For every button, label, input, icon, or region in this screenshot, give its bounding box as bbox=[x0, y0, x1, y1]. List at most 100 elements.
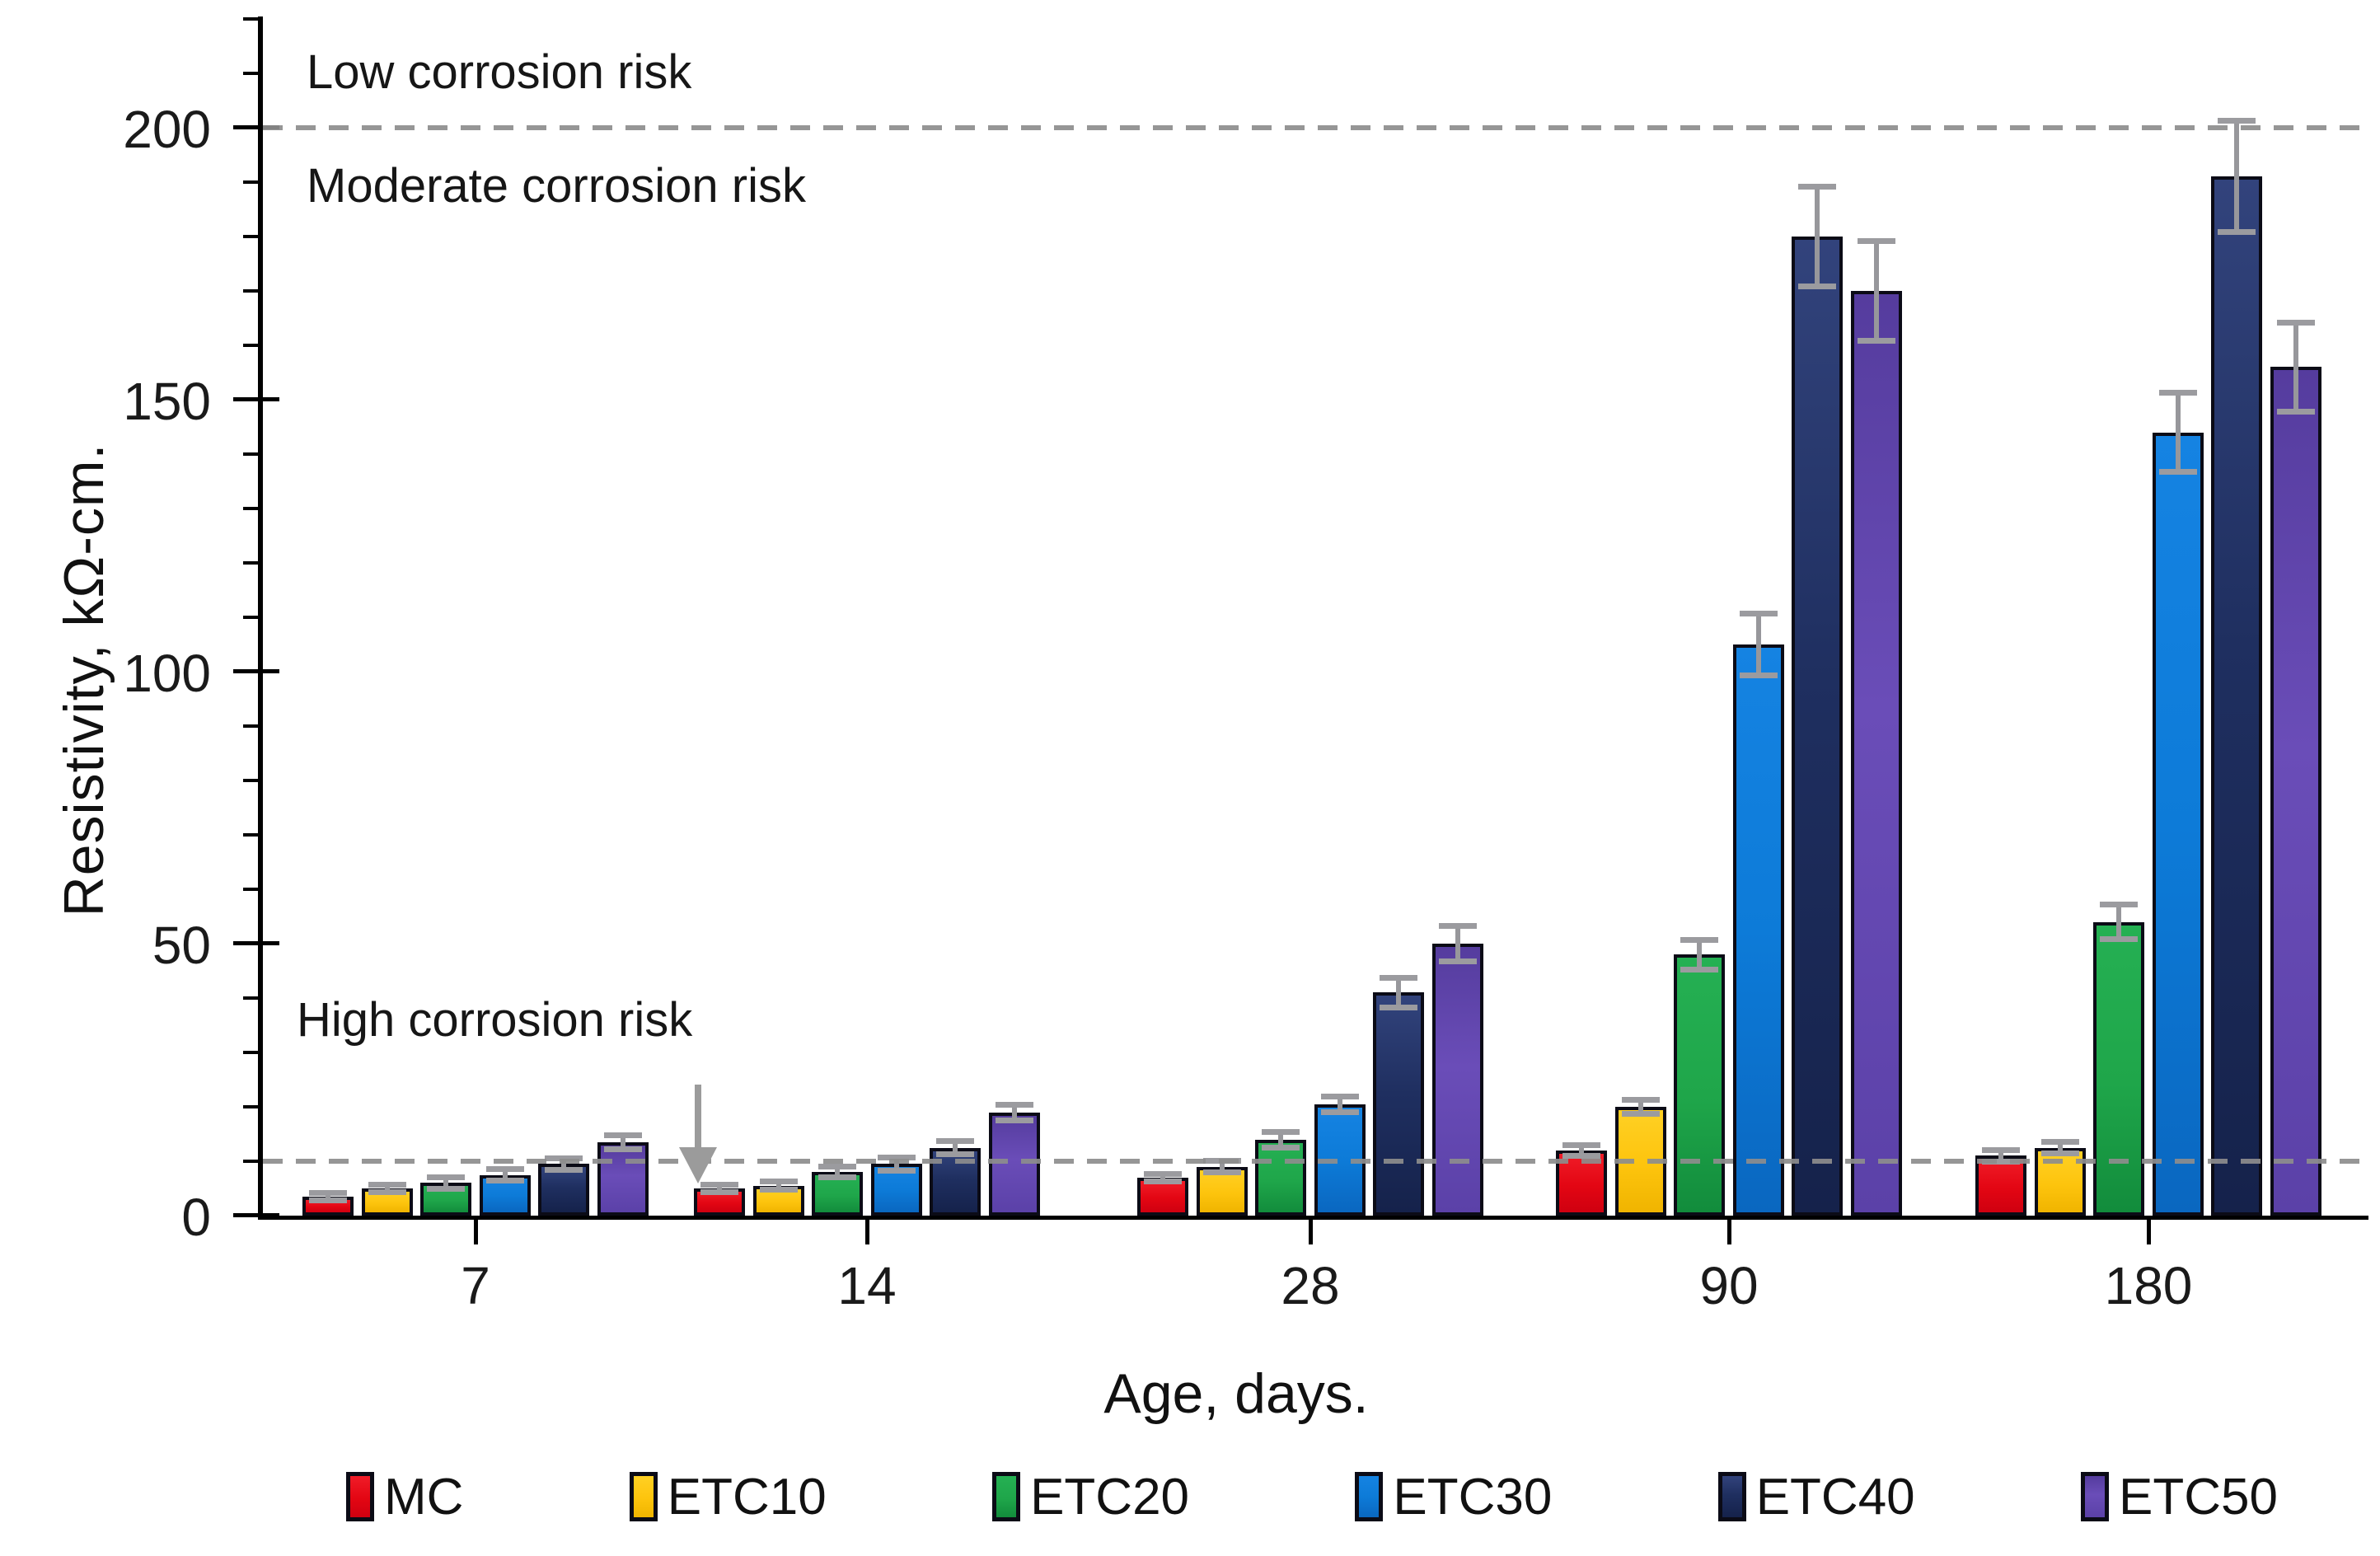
y-tick-label: 100 bbox=[123, 644, 211, 703]
error-bar-ETC50-28d bbox=[1455, 927, 1460, 960]
error-bar-ETC30-180d bbox=[2175, 394, 2181, 471]
legend-label: ETC30 bbox=[1393, 1468, 1553, 1526]
error-bar-ETC40-90d bbox=[1815, 187, 1820, 286]
legend-label: ETC20 bbox=[1030, 1468, 1190, 1526]
error-cap-bottom bbox=[1857, 338, 1895, 344]
legend-swatch-ETC30 bbox=[1355, 1472, 1384, 1521]
y-minor-tick bbox=[243, 452, 263, 456]
down-arrow-icon bbox=[695, 1085, 701, 1149]
error-cap-bottom bbox=[2100, 936, 2139, 943]
y-minor-tick bbox=[243, 180, 263, 184]
high-corrosion-risk-label: High corrosion risk bbox=[297, 993, 693, 1047]
y-major-tick bbox=[233, 397, 279, 401]
bar-ETC50-180d bbox=[2270, 367, 2321, 1216]
y-minor-tick bbox=[243, 235, 263, 238]
y-minor-tick bbox=[243, 1160, 263, 1163]
error-bar-ETC50-180d bbox=[2293, 323, 2298, 411]
y-minor-tick bbox=[243, 17, 263, 21]
error-cap-top bbox=[545, 1155, 583, 1162]
error-cap-bottom bbox=[700, 1189, 739, 1196]
x-tick bbox=[2147, 1220, 2151, 1244]
error-cap-bottom bbox=[1144, 1179, 1183, 1185]
x-tick-label: 28 bbox=[1281, 1256, 1340, 1315]
x-tick bbox=[474, 1220, 478, 1244]
legend-swatch-ETC50 bbox=[2081, 1472, 2110, 1521]
y-major-tick bbox=[233, 941, 279, 945]
bar-ETC50-14d bbox=[988, 1112, 1040, 1216]
error-cap-bottom bbox=[936, 1151, 975, 1158]
error-bar-ETC30-90d bbox=[1755, 614, 1761, 675]
legend: MC ETC10 ETC20 ETC30 ETC40 ETC50 bbox=[346, 1455, 2278, 1538]
legend-label: ETC10 bbox=[667, 1468, 827, 1526]
bar-ETC20-28d bbox=[1255, 1139, 1307, 1216]
error-bar-ETC50-7d bbox=[620, 1137, 625, 1148]
bar-ETC40-28d bbox=[1373, 992, 1425, 1216]
error-cap-bottom bbox=[368, 1189, 406, 1196]
error-cap-bottom bbox=[545, 1166, 583, 1173]
error-bar-ETC20-28d bbox=[1278, 1132, 1284, 1146]
y-minor-tick bbox=[243, 507, 263, 510]
bar-ETC40-90d bbox=[1792, 237, 1844, 1216]
x-axis-title: Age, days. bbox=[1103, 1362, 1369, 1425]
y-major-tick bbox=[233, 669, 279, 673]
error-bar-MC-180d bbox=[1998, 1151, 2004, 1160]
error-cap-bottom bbox=[1202, 1169, 1241, 1175]
error-cap-top bbox=[2100, 901, 2139, 907]
error-cap-bottom bbox=[1798, 284, 1837, 290]
y-major-tick bbox=[233, 1213, 279, 1217]
y-major-tick bbox=[233, 125, 279, 129]
error-bar-ETC30-28d bbox=[1337, 1097, 1342, 1111]
x-tick-label: 7 bbox=[461, 1256, 490, 1315]
error-cap-bottom bbox=[877, 1167, 916, 1174]
bar-ETC10-180d bbox=[2034, 1147, 2086, 1216]
error-cap-top bbox=[1982, 1147, 2021, 1154]
error-bar-MC-14d bbox=[717, 1185, 723, 1192]
bar-ETC20-180d bbox=[2093, 921, 2145, 1216]
error-cap-top bbox=[2158, 390, 2197, 396]
error-cap-top bbox=[368, 1181, 406, 1188]
error-bar-ETC10-7d bbox=[384, 1185, 390, 1192]
bar-MC-180d bbox=[1975, 1155, 2027, 1216]
error-cap-bottom bbox=[2040, 1150, 2079, 1156]
y-minor-tick bbox=[243, 616, 263, 619]
error-cap-top bbox=[1857, 237, 1895, 244]
y-minor-tick bbox=[243, 289, 263, 293]
error-cap-bottom bbox=[1262, 1144, 1300, 1151]
error-bar-ETC40-7d bbox=[561, 1160, 567, 1169]
error-bar-MC-7d bbox=[326, 1193, 331, 1200]
error-bar-ETC10-90d bbox=[1637, 1101, 1643, 1113]
y-minor-tick bbox=[243, 72, 263, 75]
y-minor-tick bbox=[243, 996, 263, 1000]
error-cap-bottom bbox=[1320, 1108, 1359, 1115]
error-bar-ETC40-14d bbox=[953, 1141, 958, 1154]
y-minor-tick bbox=[243, 561, 263, 565]
error-cap-top bbox=[1144, 1170, 1183, 1177]
error-bar-ETC30-7d bbox=[502, 1170, 508, 1179]
y-minor-tick bbox=[243, 779, 263, 782]
error-cap-top bbox=[1262, 1128, 1300, 1135]
y-minor-tick bbox=[243, 1105, 263, 1108]
error-cap-bottom bbox=[1621, 1110, 1660, 1117]
error-cap-top bbox=[1621, 1097, 1660, 1104]
y-minor-tick bbox=[243, 833, 263, 837]
error-cap-top bbox=[485, 1166, 524, 1173]
error-cap-top bbox=[700, 1181, 739, 1188]
y-tick-label: 50 bbox=[152, 916, 211, 975]
error-cap-bottom bbox=[1562, 1153, 1601, 1160]
x-tick bbox=[1309, 1220, 1313, 1244]
error-cap-top bbox=[1438, 923, 1477, 930]
legend-item-ETC20: ETC20 bbox=[992, 1468, 1189, 1526]
error-bar-ETC10-28d bbox=[1219, 1162, 1225, 1171]
bar-ETC30-180d bbox=[2152, 432, 2204, 1216]
x-tick-label: 14 bbox=[837, 1256, 897, 1315]
error-bar-ETC30-14d bbox=[893, 1158, 899, 1169]
error-bar-ETC40-28d bbox=[1396, 978, 1402, 1006]
legend-item-ETC30: ETC30 bbox=[1355, 1468, 1552, 1526]
error-cap-top bbox=[2218, 118, 2256, 124]
error-cap-bottom bbox=[485, 1177, 524, 1183]
error-cap-top bbox=[995, 1101, 1033, 1108]
error-cap-top bbox=[818, 1163, 857, 1169]
error-bar-ETC20-7d bbox=[443, 1179, 449, 1188]
error-cap-top bbox=[427, 1174, 466, 1181]
